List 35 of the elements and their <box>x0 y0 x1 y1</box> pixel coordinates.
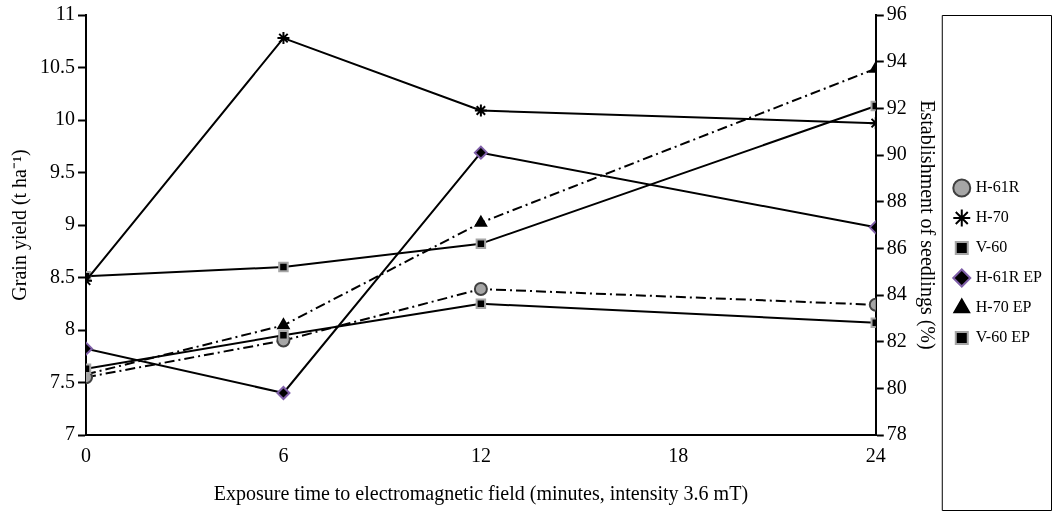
legend-label: H-61R EP <box>975 268 1043 286</box>
point <box>474 215 488 227</box>
y-tick-label: 9.5 <box>50 159 75 182</box>
legend-label: H-61R <box>975 178 1020 196</box>
legend-label: V-60 <box>975 238 1008 256</box>
x-tick-label: 6 <box>278 444 289 467</box>
y2-tick-label: 90 <box>886 142 907 165</box>
x-tick-label: 0 <box>81 444 91 467</box>
y2-tick-label: 92 <box>886 95 907 118</box>
x-tick-label: 18 <box>668 444 689 467</box>
y-tick-label: 10.5 <box>40 54 75 77</box>
y2-tick-label: 84 <box>886 282 907 305</box>
y-axis-title: Grain yield (t ha⁻¹) <box>8 149 32 301</box>
x-tick-label: 12 <box>470 444 491 467</box>
x-tick-label: 24 <box>865 444 886 467</box>
point <box>277 318 290 330</box>
y2-tick-label: 78 <box>886 422 907 445</box>
y-tick-label: 7 <box>65 422 75 445</box>
y-tick-label: 10 <box>55 107 75 130</box>
y-tick-label: 11 <box>55 2 75 25</box>
y2-tick-label: 82 <box>886 328 907 351</box>
y2-tick-label: 96 <box>886 2 907 25</box>
y2-axis-title: Establishment of seedlings (%) <box>915 100 939 350</box>
legend-label: V-60 EP <box>975 328 1030 346</box>
y2-tick-label: 86 <box>886 235 907 258</box>
legend-label: H-70 <box>975 208 1009 226</box>
y-tick-label: 8 <box>65 317 75 340</box>
y2-tick-label: 88 <box>886 188 907 211</box>
y2-tick-label: 94 <box>886 48 907 71</box>
y-tick-label: 8.5 <box>50 264 75 287</box>
y2-tick-label: 80 <box>886 375 907 398</box>
y-tick-label: 9 <box>65 212 75 235</box>
x-axis-title: Exposure time to electromagnetic field (minutes, intensity 3.6 mT) <box>213 482 749 506</box>
y-tick-label: 7.5 <box>50 369 75 392</box>
legend-label: H-70 EP <box>975 298 1032 316</box>
